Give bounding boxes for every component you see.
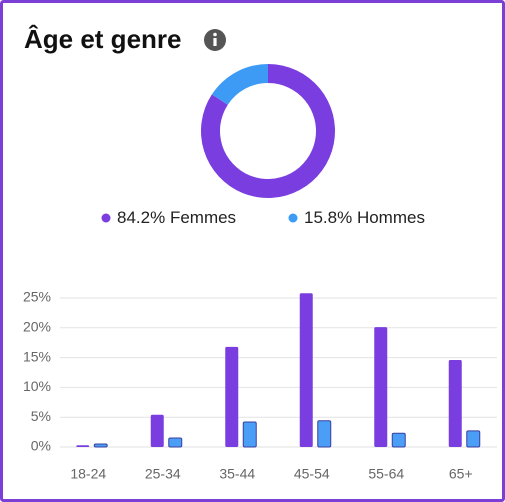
bar bbox=[374, 327, 388, 447]
legend-item: 84.2% Femmes bbox=[101, 208, 236, 227]
info-icon[interactable] bbox=[204, 29, 226, 51]
title: Âge et genre bbox=[24, 24, 182, 54]
y-tick-label: 5% bbox=[31, 408, 51, 424]
legend-value: 84.2% bbox=[117, 208, 165, 227]
x-tick-label: 25-34 bbox=[145, 466, 181, 482]
legend-name: Hommes bbox=[357, 208, 425, 227]
bar bbox=[466, 430, 481, 448]
legend-label: 15.8% Hommes bbox=[304, 208, 425, 227]
bar bbox=[150, 414, 164, 447]
x-tick-label: 18-24 bbox=[70, 466, 106, 482]
y-tick-label: 20% bbox=[23, 318, 51, 334]
bar bbox=[391, 432, 406, 448]
legend-dot bbox=[101, 213, 111, 223]
legend-value: 15.8% bbox=[304, 208, 352, 227]
x-tick-label: 35-44 bbox=[219, 466, 255, 482]
y-tick-label: 25% bbox=[23, 289, 51, 305]
legend-label: 84.2% Femmes bbox=[117, 208, 236, 227]
donut-segment bbox=[211, 64, 268, 105]
legend-dot bbox=[288, 213, 298, 223]
x-tick-label: 65+ bbox=[449, 466, 473, 482]
legend-name: Femmes bbox=[170, 208, 236, 227]
bar bbox=[225, 346, 239, 447]
bar bbox=[317, 420, 332, 448]
bar bbox=[242, 421, 257, 448]
x-tick-label: 55-64 bbox=[368, 466, 404, 482]
bar bbox=[448, 359, 462, 447]
y-tick-label: 10% bbox=[23, 378, 51, 394]
bar bbox=[299, 293, 313, 447]
y-tick-label: 0% bbox=[31, 438, 51, 454]
bar bbox=[93, 443, 108, 448]
x-tick-label: 45-54 bbox=[294, 466, 330, 482]
bar bbox=[168, 437, 183, 448]
legend-item: 15.8% Hommes bbox=[288, 208, 425, 227]
y-tick-label: 15% bbox=[23, 348, 51, 364]
bar bbox=[76, 445, 90, 447]
